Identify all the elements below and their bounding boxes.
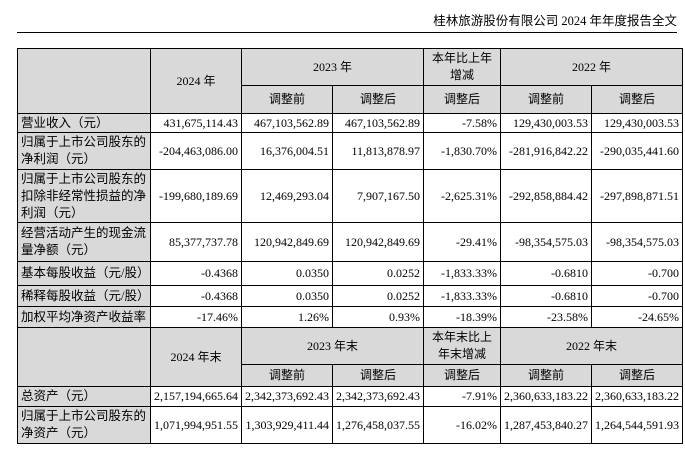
value-cell: -98,354,575.03 bbox=[500, 222, 592, 262]
row-label: 基本每股收益（元/股） bbox=[17, 261, 151, 286]
value-cell: 0.93% bbox=[332, 306, 424, 328]
row-label: 归属于上市公司股东的净资产（元） bbox=[17, 406, 151, 444]
value-cell: 1,264,544,591.93 bbox=[591, 406, 683, 444]
subheader-cell: 调整后 bbox=[591, 85, 683, 114]
row-label: 加权平均净资产收益率 bbox=[17, 306, 151, 328]
header-year-2022: 2022 年末 bbox=[500, 327, 683, 365]
value-cell: -1,830.70% bbox=[423, 132, 501, 170]
subheader-cell: 调整前 bbox=[241, 85, 333, 114]
value-cell: -0.4368 bbox=[150, 261, 242, 286]
value-cell: -17.46% bbox=[150, 306, 242, 328]
value-cell: -292,858,884.42 bbox=[500, 169, 592, 223]
subheader-cell: 调整后 bbox=[423, 364, 501, 387]
value-cell: 431,675,114.43 bbox=[150, 113, 242, 133]
value-cell: 1,303,929,411.44 bbox=[241, 406, 333, 444]
value-cell: 1.26% bbox=[241, 306, 333, 328]
corner-cell bbox=[17, 327, 151, 387]
report-title: 桂林旅游股份有限公司 2024 年年度报告全文 bbox=[433, 14, 677, 28]
value-cell: 0.0252 bbox=[332, 261, 424, 286]
subheader-cell: 调整后 bbox=[591, 364, 683, 387]
header-change: 本年末比上年末增减 bbox=[423, 327, 501, 365]
table-row: 归属于上市公司股东的净资产（元） 1,071,994,951.55 1,303,92… bbox=[17, 406, 683, 444]
value-cell: 2,157,194,665.64 bbox=[150, 386, 242, 407]
subheader-cell: 调整前 bbox=[241, 364, 333, 387]
value-cell: -0.700 bbox=[591, 285, 683, 307]
value-cell: 12,469,293.04 bbox=[241, 169, 333, 223]
header-row: 2024 年末 2023 年末 本年末比上年末增减 2022 年末 bbox=[17, 327, 683, 387]
value-cell: -7.58% bbox=[423, 113, 501, 133]
financial-summary-table: 2024 年 2023 年本年比上年增减 2022 年调整前 调整后 调整后 调整前 调整后… bbox=[17, 48, 683, 444]
value-cell: 85,377,737.78 bbox=[150, 222, 242, 262]
subheader-cell: 调整前 bbox=[500, 364, 592, 387]
subheader-cell: 调整前 bbox=[500, 85, 592, 114]
row-label: 归属于上市公司股东的净利润（元） bbox=[17, 132, 151, 170]
header-row: 2024 年 2023 年本年比上年增减 2022 年 bbox=[17, 48, 683, 114]
value-cell: -204,463,086.00 bbox=[150, 132, 242, 170]
value-cell: -29.41% bbox=[423, 222, 501, 262]
value-cell: -297,898,871.51 bbox=[591, 169, 683, 223]
header-year-current: 2024 年末 bbox=[150, 327, 242, 387]
header-year-2022: 2022 年 bbox=[500, 48, 683, 86]
table-row: 总资产（元） 2,157,194,665.64 2,342,373,692.43 2,… bbox=[17, 386, 683, 407]
value-cell: 16,376,004.51 bbox=[241, 132, 333, 170]
value-cell: 7,907,167.50 bbox=[332, 169, 424, 223]
corner-cell bbox=[17, 48, 151, 114]
value-cell: -0.4368 bbox=[150, 285, 242, 307]
value-cell: -16.02% bbox=[423, 406, 501, 444]
value-cell: 129,430,003.53 bbox=[591, 113, 683, 133]
value-cell: -199,680,189.69 bbox=[150, 169, 242, 223]
value-cell: -1,833.33% bbox=[423, 261, 501, 286]
row-label: 归属于上市公司股东的扣除非经常性损益的净利润（元） bbox=[17, 169, 151, 223]
table-row: 加权平均净资产收益率 -17.46% 1.26% 0.93% -18.39% -23.58… bbox=[17, 306, 683, 328]
value-cell: -2,625.31% bbox=[423, 169, 501, 223]
value-cell: -281,916,842.22 bbox=[500, 132, 592, 170]
table-row: 稀释每股收益（元/股） -0.4368 0.0350 0.0252 -1,833.33%… bbox=[17, 285, 683, 307]
row-label: 经营活动产生的现金流量净额（元） bbox=[17, 222, 151, 262]
header-year-prior: 2023 年 bbox=[241, 48, 424, 86]
value-cell: 120,942,849.69 bbox=[241, 222, 333, 262]
header-year-prior: 2023 年末 bbox=[241, 327, 424, 365]
value-cell: 129,430,003.53 bbox=[500, 113, 592, 133]
value-cell: -0.6810 bbox=[500, 285, 592, 307]
value-cell: -24.65% bbox=[591, 306, 683, 328]
value-cell: 1,071,994,951.55 bbox=[150, 406, 242, 444]
table-row: 基本每股收益（元/股） -0.4368 0.0350 0.0252 -1,833.33%… bbox=[17, 261, 683, 286]
value-cell: 0.0252 bbox=[332, 285, 424, 307]
table-row: 经营活动产生的现金流量净额（元） 85,377,737.78 120,942,849… bbox=[17, 222, 683, 262]
value-cell: -290,035,441.60 bbox=[591, 132, 683, 170]
header-change: 本年比上年增减 bbox=[423, 48, 501, 86]
value-cell: 2,360,633,183.22 bbox=[591, 386, 683, 407]
value-cell: 11,813,878.97 bbox=[332, 132, 424, 170]
value-cell: 120,942,849.69 bbox=[332, 222, 424, 262]
value-cell: 0.0350 bbox=[241, 261, 333, 286]
value-cell: -18.39% bbox=[423, 306, 501, 328]
row-label: 营业收入（元） bbox=[17, 113, 151, 133]
row-label: 总资产（元） bbox=[17, 386, 151, 407]
value-cell: 1,287,453,840.27 bbox=[500, 406, 592, 444]
table-row: 归属于上市公司股东的扣除非经常性损益的净利润（元） -199,680,189.69… bbox=[17, 169, 683, 223]
value-cell: 2,360,633,183.22 bbox=[500, 386, 592, 407]
row-label: 稀释每股收益（元/股） bbox=[17, 285, 151, 307]
value-cell: 2,342,373,692.43 bbox=[332, 386, 424, 407]
table-row: 营业收入（元） 431,675,114.43 467,103,562.89 467,1… bbox=[17, 113, 683, 133]
value-cell: 2,342,373,692.43 bbox=[241, 386, 333, 407]
table-row: 归属于上市公司股东的净利润（元） -204,463,086.00 16,376,00… bbox=[17, 132, 683, 170]
value-cell: -1,833.33% bbox=[423, 285, 501, 307]
header-divider bbox=[17, 32, 677, 33]
subheader-row: 调整前 调整后 调整后 调整前 调整后 bbox=[18, 85, 683, 114]
subheader-cell: 调整后 bbox=[332, 364, 424, 387]
header-year-current: 2024 年 bbox=[150, 48, 242, 114]
value-cell: 1,276,458,037.55 bbox=[332, 406, 424, 444]
value-cell: -7.91% bbox=[423, 386, 501, 407]
value-cell: -23.58% bbox=[500, 306, 592, 328]
value-cell: 0.0350 bbox=[241, 285, 333, 307]
subheader-cell: 调整后 bbox=[332, 85, 424, 114]
subheader-cell: 调整后 bbox=[423, 85, 501, 114]
value-cell: 467,103,562.89 bbox=[332, 113, 424, 133]
value-cell: -0.6810 bbox=[500, 261, 592, 286]
value-cell: 467,103,562.89 bbox=[241, 113, 333, 133]
value-cell: -98,354,575.03 bbox=[591, 222, 683, 262]
value-cell: -0.700 bbox=[591, 261, 683, 286]
